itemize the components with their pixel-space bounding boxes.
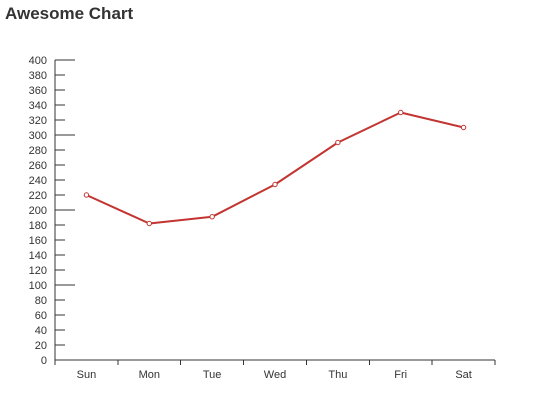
data-point[interactable] <box>272 181 278 188</box>
y-tick-label: 100 <box>29 280 47 292</box>
x-tick-label: Wed <box>264 369 286 381</box>
x-tick-label: Mon <box>139 369 160 381</box>
y-tick-label: 120 <box>29 265 47 277</box>
y-tick-label: 380 <box>29 70 47 82</box>
y-tick-label: 0 <box>41 355 47 367</box>
x-tick-label: Thu <box>328 369 347 381</box>
y-tick-label: 140 <box>29 250 47 262</box>
y-tick-label: 300 <box>29 130 47 142</box>
y-tick-label: 40 <box>35 325 47 337</box>
x-tick-label: Sun <box>77 369 97 381</box>
y-tick-label: 340 <box>29 100 47 112</box>
data-point[interactable] <box>209 214 215 220</box>
data-point[interactable] <box>460 124 467 131</box>
y-tick-label: 320 <box>29 115 47 127</box>
x-tick-label: Sat <box>455 369 472 381</box>
chart-title: Awesome Chart <box>5 4 134 23</box>
data-point[interactable] <box>83 192 90 198</box>
y-tick-label: 280 <box>29 145 47 157</box>
y-tick-label: 20 <box>35 340 47 352</box>
x-tick-label: Tue <box>203 369 222 381</box>
series-group <box>83 109 467 227</box>
y-tick-label: 240 <box>29 175 47 187</box>
y-tick-label: 220 <box>29 190 47 202</box>
x-tick-label: Fri <box>394 369 407 381</box>
y-tick-label: 400 <box>29 55 47 67</box>
data-point[interactable] <box>398 109 404 116</box>
y-tick-label: 160 <box>29 235 47 247</box>
data-point[interactable] <box>335 139 341 146</box>
y-tick-label: 260 <box>29 160 47 172</box>
series-line <box>85 111 464 225</box>
y-tick-label: 180 <box>29 220 47 232</box>
y-tick-label: 200 <box>29 205 47 217</box>
y-axis: 0 20 40 60 80 100 120 140 160 180 200 220 240 260 280 3… <box>29 55 75 367</box>
data-point[interactable] <box>146 220 152 227</box>
y-tick-label: 60 <box>35 310 47 322</box>
x-axis: Sun Mon Tue Wed Thu Fri Sat <box>54 359 496 381</box>
y-tick-label: 80 <box>35 295 47 307</box>
y-tick-label: 360 <box>29 85 47 97</box>
